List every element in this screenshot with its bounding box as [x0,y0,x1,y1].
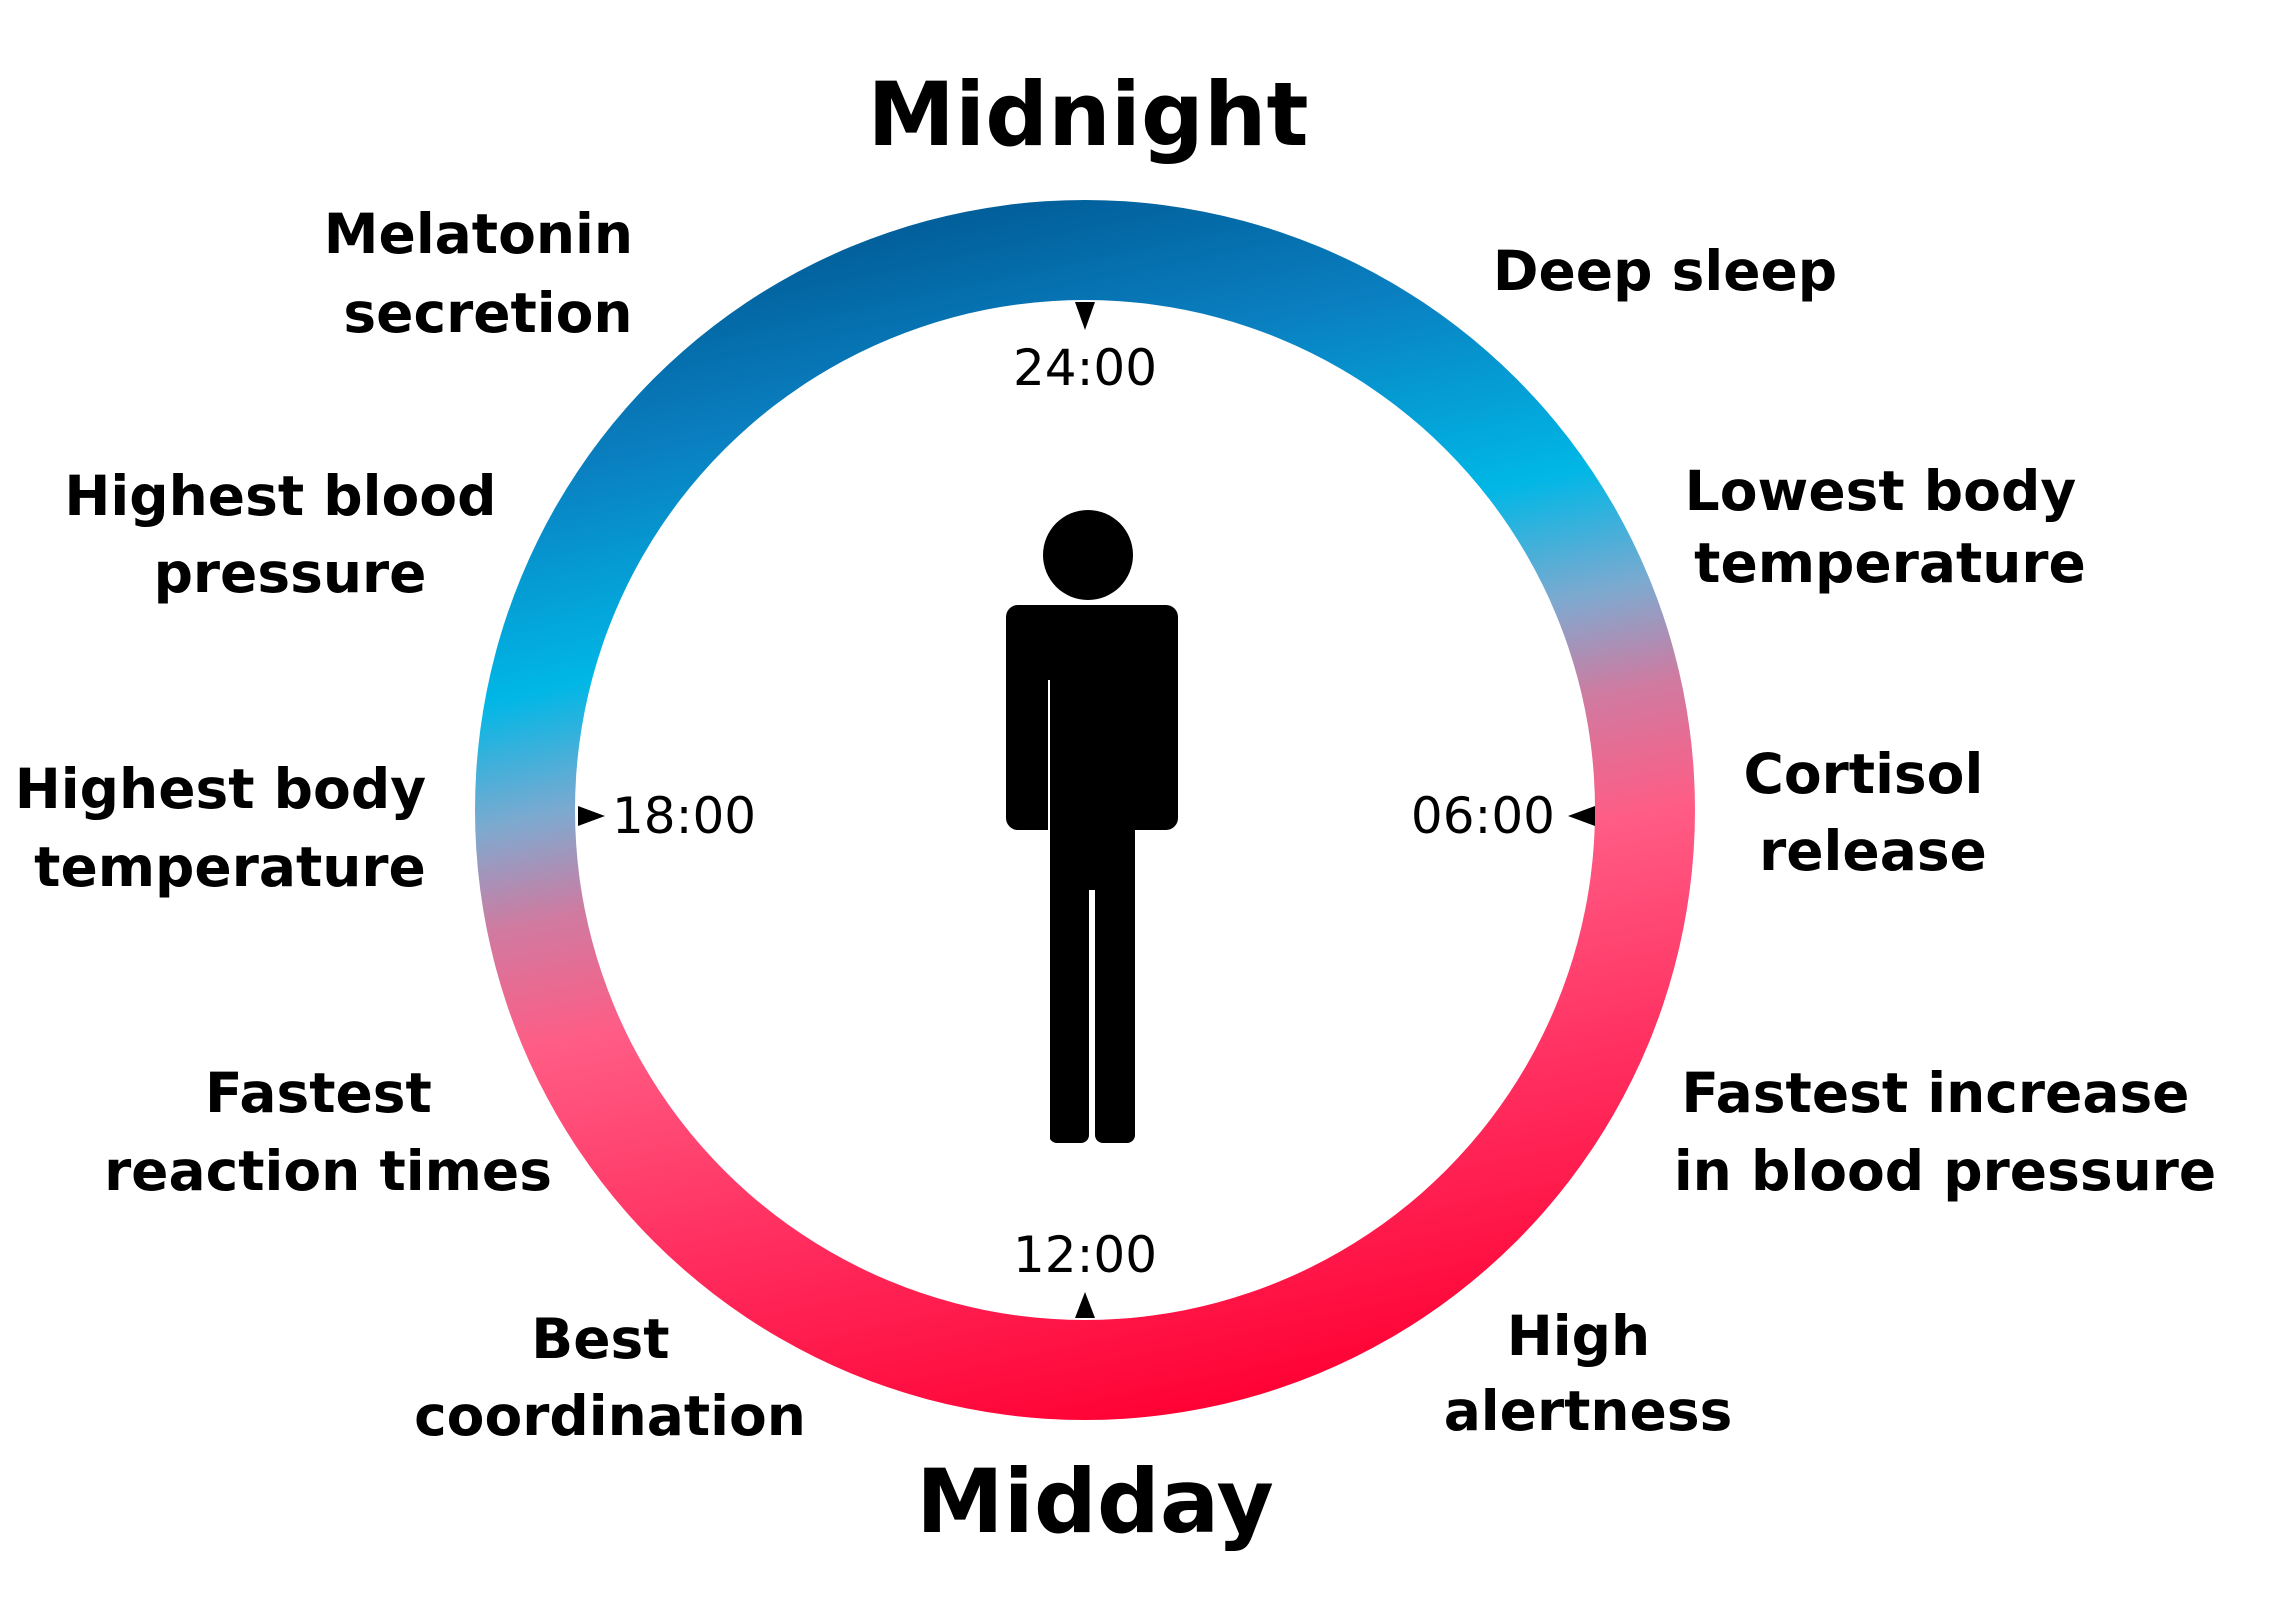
event-high-alertness: High alertness [1444,1304,1733,1443]
event-best-coordination: Best coordination [414,1307,806,1448]
event-deep-sleep: Deep sleep [1493,239,1837,303]
time-2400: 24:00 [1013,339,1157,397]
midnight-label: Midnight [867,63,1308,166]
event-highest-body-temperature: Highest body temperature [15,757,445,899]
event-fastest-reaction-times: Fastest reaction times [104,1061,552,1203]
event-lowest-body-temperature: Lowest body temperature [1685,459,2096,595]
event-fastest-increase-blood-pressure: Fastest increase in blood pressure [1674,1061,2216,1203]
marker-1800-arrow [578,806,605,826]
time-markers: 24:00 06:00 12:00 18:00 [578,302,1595,1318]
event-highest-blood-pressure: Highest blood pressure [64,464,515,605]
time-0600: 06:00 [1411,787,1555,845]
midday-label: Midday [916,1450,1274,1553]
marker-2400-arrow [1075,302,1095,330]
time-1800: 18:00 [612,787,756,845]
marker-0600-arrow [1568,806,1595,826]
person-icon [1006,510,1178,1143]
event-cortisol-release: Cortisol release [1744,742,2003,883]
marker-1200-arrow [1075,1292,1095,1318]
time-1200: 12:00 [1013,1226,1157,1284]
event-melatonin-secretion: Melatonin secretion [324,202,652,345]
